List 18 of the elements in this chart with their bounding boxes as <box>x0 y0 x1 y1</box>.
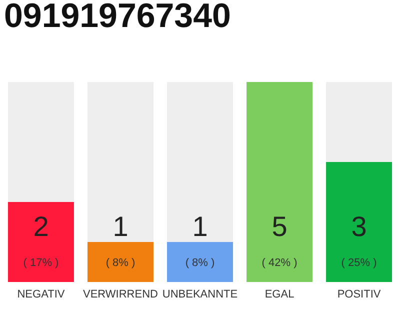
annotation: ( 17% ) <box>23 257 59 269</box>
annotation: ( 25% ) <box>341 257 377 269</box>
chart-title: 091919767340 <box>4 0 231 35</box>
x-tick-label: EGAL <box>264 288 294 300</box>
bar <box>167 242 233 282</box>
bar <box>87 242 154 282</box>
data-label: 5 <box>272 211 288 242</box>
annotation: ( 42% ) <box>262 257 298 269</box>
data-label: 3 <box>351 211 367 242</box>
x-tick-label: UNBEKANNTE <box>162 288 238 300</box>
data-label: 1 <box>192 211 208 242</box>
annotation: ( 8% ) <box>185 257 215 269</box>
x-tick-label: VERWIRREND <box>82 288 158 300</box>
annotation: ( 8% ) <box>106 257 136 269</box>
data-label: 2 <box>33 211 49 242</box>
x-tick-label: NEGATIV <box>17 288 66 300</box>
data-label: 1 <box>112 211 128 242</box>
x-tick-label: POSITIV <box>337 288 382 300</box>
